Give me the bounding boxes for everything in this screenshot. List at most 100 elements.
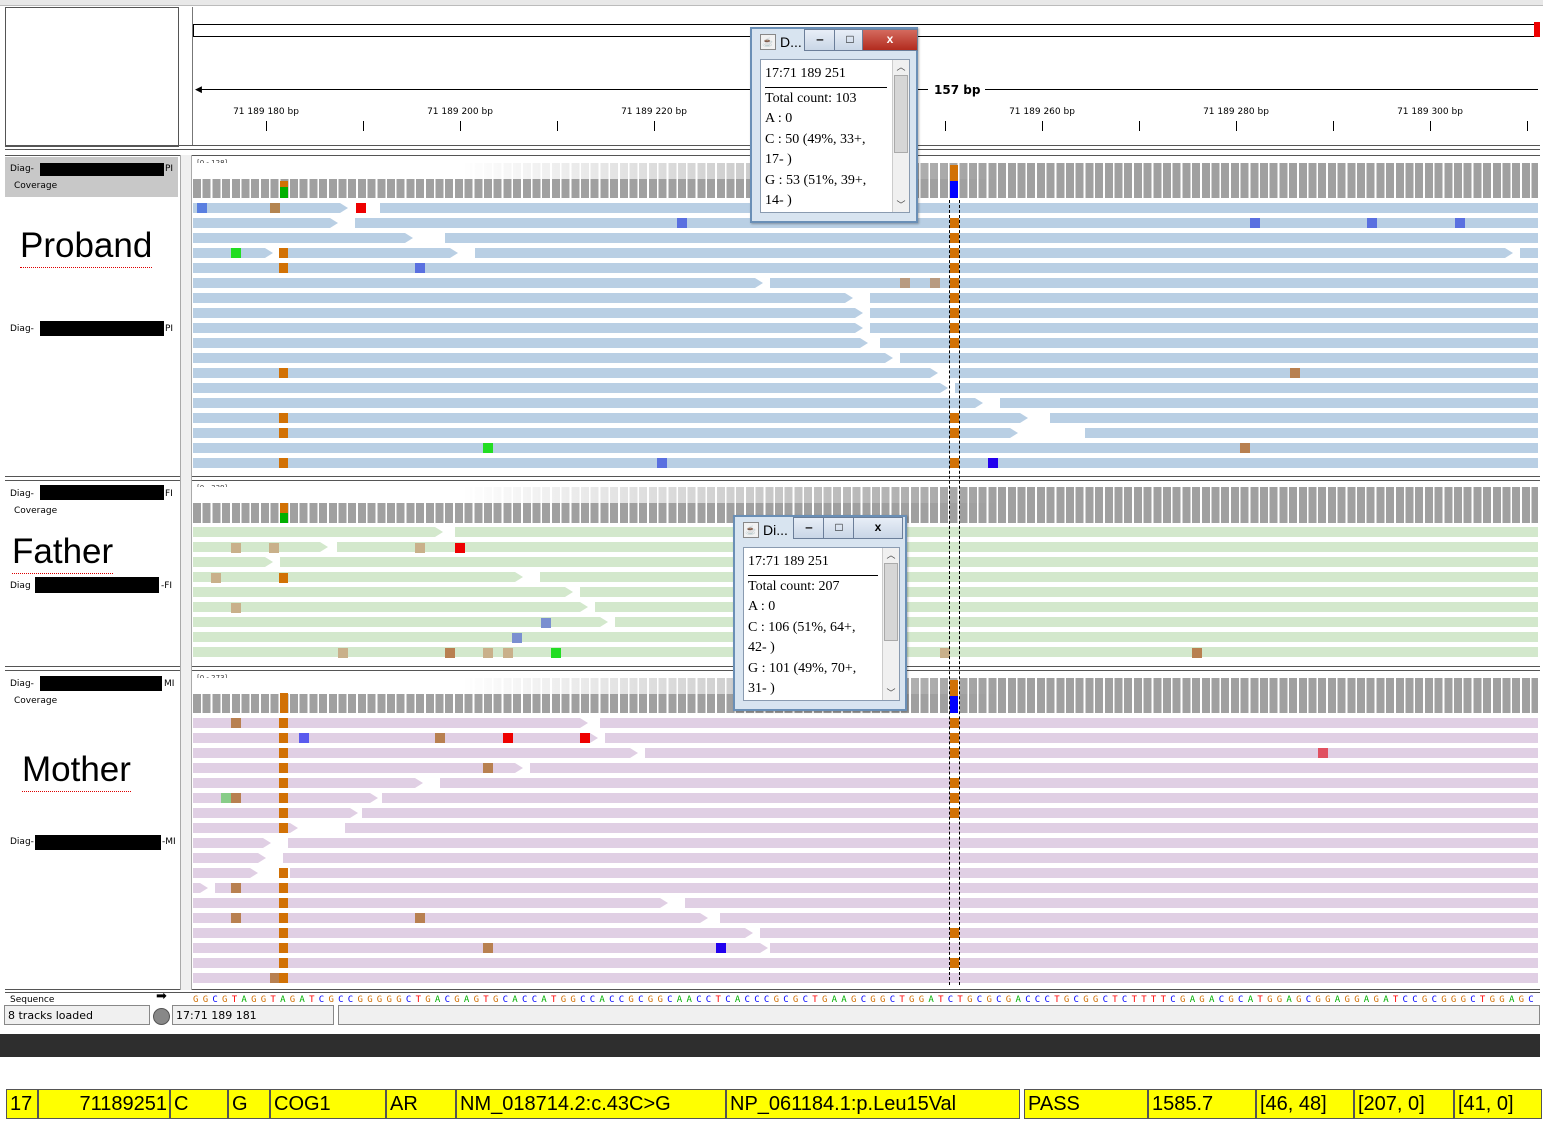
variant-base-G [950, 263, 959, 273]
variant-cell-inheritance: AR [386, 1089, 456, 1119]
popup-titlebar[interactable]: ☕ Di... ‒ □ x [735, 517, 905, 541]
scroll-down-icon[interactable]: ﹀ [886, 688, 896, 698]
popup-text: 17:71 189 251 Total count: 103 A : 0 C :… [765, 64, 866, 212]
redaction-bar [40, 676, 162, 691]
variant-base-G [279, 368, 288, 378]
read-row[interactable] [193, 898, 1538, 908]
coverage-bars[interactable] [193, 487, 1538, 523]
read-row[interactable] [193, 278, 1538, 288]
sequence-base: G [657, 995, 663, 1005]
popup-line: G : 101 (49%, 70+, [748, 660, 857, 676]
sequence-base: A [676, 995, 683, 1005]
read-row[interactable] [193, 748, 1538, 758]
sequence-base: C [860, 995, 867, 1005]
scroll-thumb[interactable] [884, 563, 898, 641]
variant-base-G [279, 718, 288, 728]
read-row[interactable] [193, 823, 1538, 833]
maximize-button[interactable]: □ [823, 517, 855, 539]
allele-popup-proband[interactable]: ☕ D... ‒ □ x 17:71 189 251 Total count: … [750, 27, 918, 223]
read-row[interactable] [193, 398, 1538, 408]
popup-scrollbar[interactable]: ︿ ﹀ [882, 548, 899, 700]
read-gap [405, 233, 445, 243]
minimize-button[interactable]: ‒ [793, 517, 825, 539]
variant-base-G [950, 218, 959, 228]
read-row[interactable] [193, 808, 1538, 818]
read-row[interactable] [193, 733, 1538, 743]
close-button[interactable]: x [862, 29, 918, 51]
read-row[interactable] [193, 928, 1538, 938]
sequence-base: C [1402, 995, 1408, 1005]
variant-base-G [279, 778, 288, 788]
mismatch-base [930, 278, 940, 288]
read-row[interactable] [193, 368, 1538, 378]
variant-base-G [279, 868, 288, 878]
strand-arrow-icon[interactable]: ➡ [156, 988, 167, 1003]
variant-base-G [279, 793, 288, 803]
allele-popup-father[interactable]: ☕ Di... ‒ □ x 17:71 189 251 Total count:… [733, 515, 907, 711]
top-toolbar-strip [0, 0, 1543, 6]
mismatch-base [988, 458, 998, 468]
popup-titlebar[interactable]: ☕ D... ‒ □ x [752, 29, 918, 53]
redaction-bar [40, 163, 164, 176]
sequence-base: G [1354, 995, 1360, 1005]
read-row[interactable] [193, 778, 1538, 788]
mismatch-base [503, 648, 513, 658]
sequence-base: G [792, 995, 799, 1005]
sequence-base: G [425, 995, 431, 1005]
mismatch-base [270, 973, 280, 983]
variant-base-G [279, 913, 288, 923]
read-row[interactable] [193, 413, 1538, 423]
mismatch-base [551, 648, 561, 658]
minimize-button[interactable]: ‒ [804, 29, 836, 51]
read-row[interactable] [193, 868, 1538, 878]
read-row[interactable] [193, 718, 1538, 728]
mismatch-base [580, 733, 590, 743]
sequence-base: G [328, 995, 334, 1005]
read-row[interactable] [193, 458, 1538, 468]
scroll-up-icon[interactable]: ︿ [896, 62, 906, 72]
sequence-base: G [396, 995, 402, 1005]
read-row[interactable] [193, 248, 1538, 258]
scroll-up-icon[interactable]: ︿ [886, 550, 896, 560]
popup-scrollbar[interactable]: ︿ ﹀ [892, 60, 909, 212]
sequence-base: G [251, 995, 257, 1005]
sequence-base: C [347, 995, 354, 1005]
read-row[interactable] [193, 958, 1538, 968]
read-row[interactable] [193, 883, 1538, 893]
read-row[interactable] [193, 853, 1538, 863]
read-row[interactable] [193, 973, 1538, 983]
read-row[interactable] [193, 383, 1538, 393]
sequence-base: G [357, 995, 363, 1005]
close-button[interactable]: x [853, 517, 903, 539]
read-row[interactable] [193, 338, 1538, 348]
scroll-thumb[interactable] [894, 75, 908, 153]
ruler-tick [1333, 121, 1334, 131]
taskbar-strip [0, 1034, 1540, 1057]
read-row[interactable] [193, 353, 1538, 363]
sequence-base: T [715, 995, 721, 1005]
read-gap [660, 898, 685, 908]
ruler-tick [266, 121, 267, 131]
mismatch-base [435, 733, 445, 743]
read-row[interactable] [193, 233, 1538, 243]
sequence-base: A [734, 995, 741, 1005]
sequence-base: G [473, 995, 480, 1005]
read-row[interactable] [193, 263, 1538, 273]
read-row[interactable] [193, 793, 1538, 803]
read-row[interactable] [193, 218, 1538, 228]
read-row[interactable] [193, 838, 1538, 848]
mismatch-base [197, 203, 207, 213]
mismatch-base [231, 248, 241, 258]
sequence-base: G [1063, 995, 1070, 1005]
sequence-base: C [589, 995, 596, 1005]
read-row[interactable] [193, 943, 1538, 953]
read-row[interactable] [193, 443, 1538, 453]
variant-base-G [950, 958, 959, 968]
ruler-tick [654, 121, 655, 131]
scroll-down-icon[interactable]: ﹀ [896, 200, 906, 210]
read-row[interactable] [193, 428, 1538, 438]
popup-title: Di... [763, 522, 788, 538]
read-row[interactable] [193, 763, 1538, 773]
sequence-base: C [1305, 995, 1312, 1005]
read-row[interactable] [193, 913, 1538, 923]
